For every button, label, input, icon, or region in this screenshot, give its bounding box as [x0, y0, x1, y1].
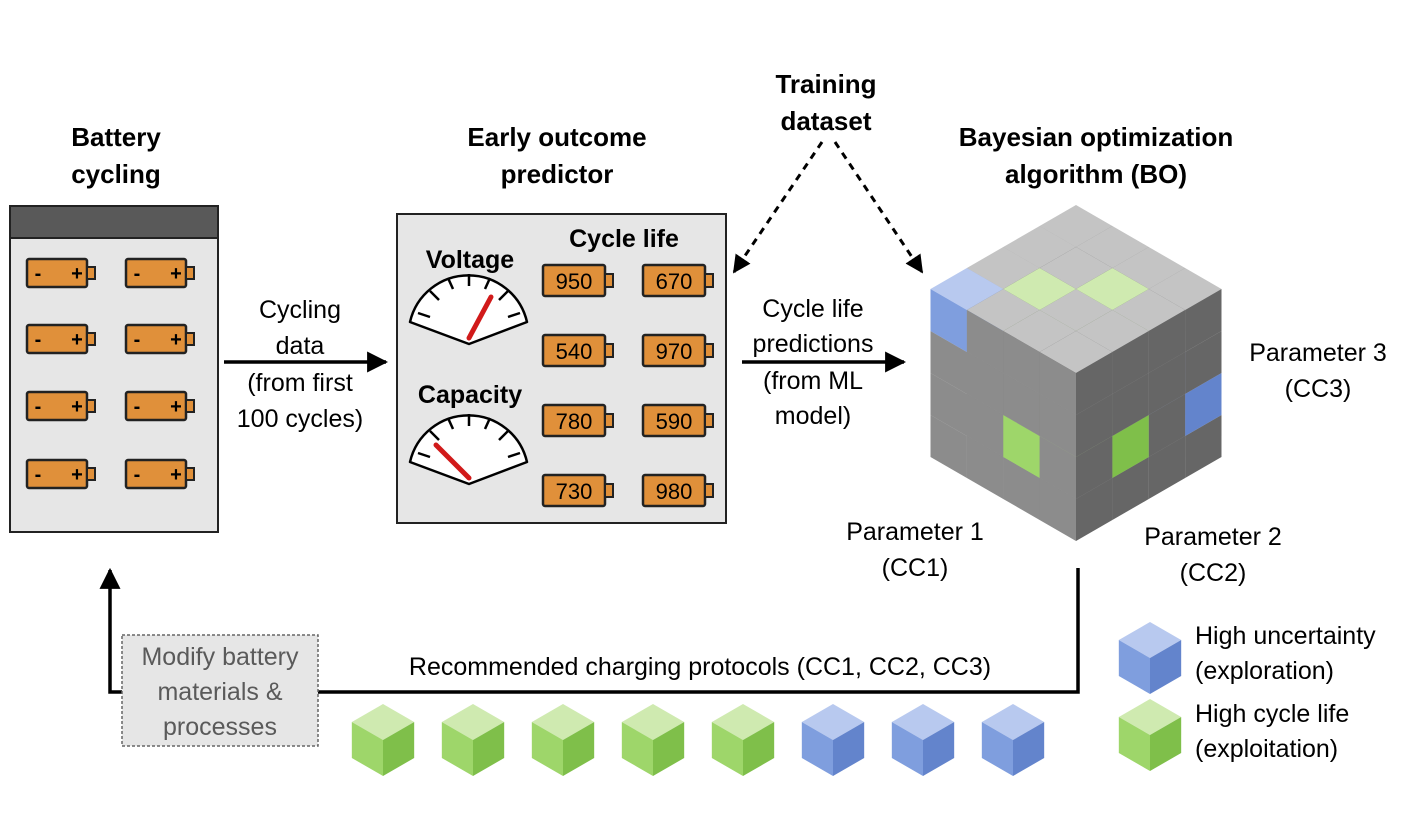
feedback-loop-arrow: [99, 567, 1080, 694]
protocol-cube: [891, 704, 955, 776]
battery-plus-sign: +: [170, 396, 182, 418]
capacity-gauge-icon: [408, 414, 529, 486]
predictions-label-line4: model): [775, 402, 851, 430]
battery-cell-icon: - +: [124, 323, 195, 355]
legend-uncertainty-line2: (exploration): [1195, 657, 1334, 685]
battery-minus-sign: -: [134, 464, 141, 486]
cycling-data-label-line1: Cycling: [259, 296, 341, 324]
legend-cyclelife-line1: High cycle life: [1195, 700, 1349, 728]
predicted-cycle-life-value: 950: [556, 269, 593, 294]
legend-cubes: [1118, 622, 1182, 771]
predicted-cell-icon: 670: [641, 263, 714, 298]
protocol-cube: [981, 704, 1045, 776]
predicted-cycle-life-value: 980: [656, 479, 693, 504]
predictions-label-line1: Cycle life: [762, 295, 863, 323]
parameter-space-cube: [930, 205, 1222, 541]
predicted-cell-icon: 950: [541, 263, 614, 298]
predicted-cell-icon: 970: [641, 333, 714, 368]
battery-cycling-title-line2: cycling: [71, 159, 161, 189]
training-to-bo-arrow: [833, 141, 924, 274]
battery-plus-sign: +: [71, 464, 83, 486]
predicted-cycle-life-value: 970: [656, 339, 693, 364]
battery-minus-sign: -: [134, 329, 141, 351]
predicted-cell-icon: 590: [641, 403, 714, 438]
legend-cyclelife-cube: [1118, 699, 1182, 771]
battery-cell-icon: - +: [124, 390, 195, 422]
battery-cell-icon: - +: [25, 323, 96, 355]
battery-plus-sign: +: [170, 329, 182, 351]
bo-title-line1: Bayesian optimization: [959, 122, 1234, 152]
predicted-cycle-life-value: 780: [556, 409, 593, 434]
training-dataset-line1: Training: [775, 69, 876, 99]
battery-cell-icon: - +: [25, 390, 96, 422]
predicted-cell-icon: 540: [541, 333, 614, 368]
predictor-title-line2: predictor: [501, 159, 614, 189]
parameter-cube-cell: [1039, 331, 1113, 415]
protocol-cube: [621, 704, 685, 776]
cycle-life-label: Cycle life: [569, 225, 679, 253]
predictions-label-line2: predictions: [753, 330, 874, 358]
predicted-cycle-life-value: 670: [656, 269, 693, 294]
battery-plus-sign: +: [170, 263, 182, 285]
predicted-cycle-life-value: 590: [656, 409, 693, 434]
protocol-cube: [801, 704, 865, 776]
battery-cell-icon: - +: [124, 458, 195, 490]
recommended-protocol-cubes: [351, 704, 1045, 776]
voltage-label: Voltage: [426, 246, 515, 274]
modify-battery-line1: Modify battery: [141, 643, 299, 671]
parameter1-label-line2: (CC1): [882, 554, 949, 582]
battery-cycling-title-line1: Battery: [71, 122, 161, 152]
modify-battery-line2: materials &: [157, 678, 282, 706]
battery-minus-sign: -: [134, 263, 141, 285]
parameter2-label-line1: Parameter 2: [1144, 523, 1282, 551]
cycling-data-label-line2: data: [276, 332, 325, 360]
battery-minus-sign: -: [134, 396, 141, 418]
voltage-gauge-icon: [408, 274, 529, 346]
parameter2-label-line2: (CC2): [1180, 559, 1247, 587]
modify-battery-line3: processes: [163, 713, 277, 741]
parameter3-label-line2: (CC3): [1285, 375, 1352, 403]
voltage-needle: [466, 294, 494, 341]
legend-cyclelife-line2: (exploitation): [1195, 735, 1338, 763]
battery-cell-icon: - +: [25, 257, 96, 289]
training-dataset-line2: dataset: [780, 106, 871, 136]
protocol-cube: [441, 704, 505, 776]
predicted-cycle-life-value: 730: [556, 479, 593, 504]
predicted-cycle-life-cells: 950 670 540 970 780 590 730 980: [541, 263, 714, 508]
protocol-cube: [351, 704, 415, 776]
battery-cells-grid: - + - +- + - +- + - +- + - +: [25, 257, 195, 490]
battery-plus-sign: +: [170, 464, 182, 486]
capacity-label: Capacity: [418, 381, 522, 409]
cycling-data-label-line4: 100 cycles): [237, 405, 363, 433]
parameter1-label-line1: Parameter 1: [846, 518, 984, 546]
modify-battery-box: [121, 634, 319, 747]
battery-minus-sign: -: [35, 329, 42, 351]
battery-minus-sign: -: [35, 263, 42, 285]
recommended-protocols-label: Recommended charging protocols (CC1, CC2…: [409, 653, 991, 681]
capacity-needle: [433, 442, 472, 481]
predicted-cycle-life-value: 540: [556, 339, 593, 364]
battery-plus-sign: +: [71, 396, 83, 418]
battery-cell-icon: - +: [25, 458, 96, 490]
training-to-predictor-arrow: [732, 141, 824, 274]
parameter3-label-line1: Parameter 3: [1249, 339, 1387, 367]
legend-uncertainty-cube: [1118, 622, 1182, 694]
battery-minus-sign: -: [35, 396, 42, 418]
bo-title-line2: algorithm (BO): [1005, 159, 1187, 189]
predicted-cell-icon: 980: [641, 473, 714, 508]
protocol-cube: [531, 704, 595, 776]
predictor-title-line1: Early outcome: [467, 122, 646, 152]
battery-plus-sign: +: [71, 329, 83, 351]
protocol-cube: [711, 704, 775, 776]
predicted-cell-icon: 730: [541, 473, 614, 508]
predicted-cell-icon: 780: [541, 403, 614, 438]
battery-cell-icon: - +: [124, 257, 195, 289]
cycler-header-bar: [9, 205, 219, 239]
legend-uncertainty-line1: High uncertainty: [1195, 622, 1376, 650]
predictions-label-line3: (from ML: [763, 367, 863, 395]
battery-plus-sign: +: [71, 263, 83, 285]
battery-minus-sign: -: [35, 464, 42, 486]
cycling-data-label-line3: (from first: [247, 369, 353, 397]
